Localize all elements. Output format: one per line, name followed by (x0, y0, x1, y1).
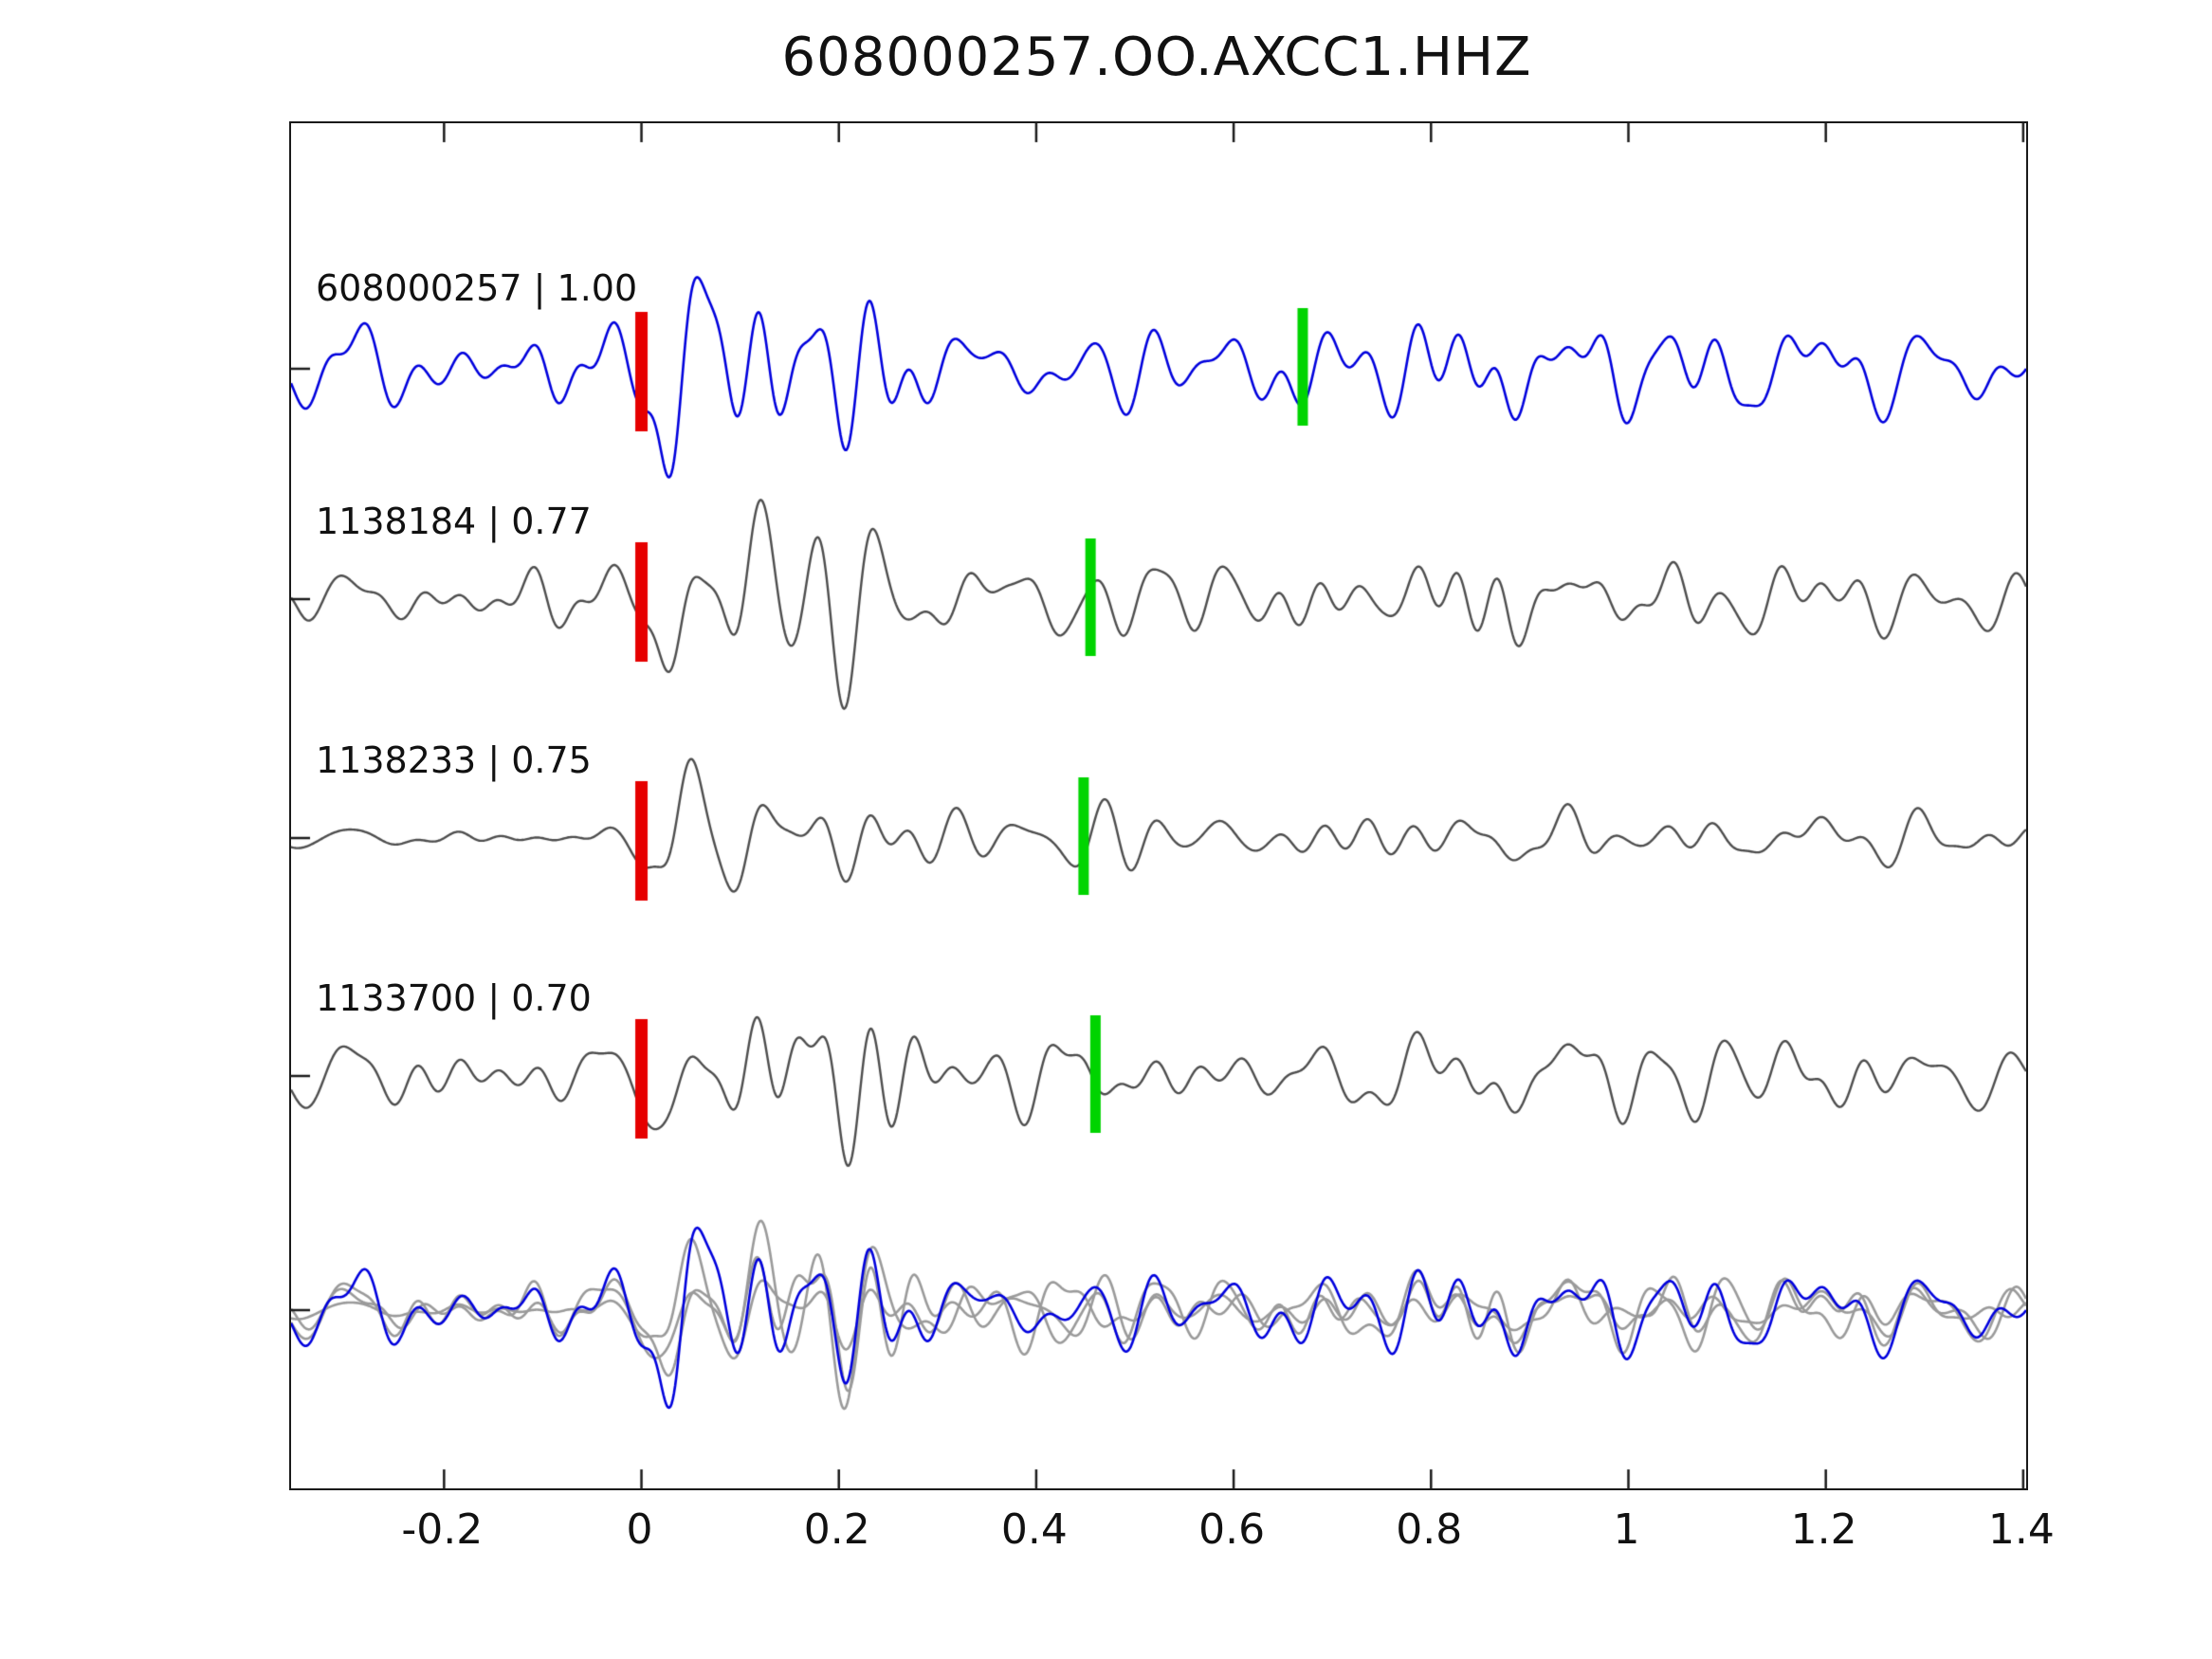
x-tick-label: 1 (1613, 1505, 1640, 1554)
trace-label-1138233: 1138233 | 0.75 (316, 739, 592, 781)
plot-area: 608000257 | 1.00 1138184 | 0.77 1138233 … (289, 121, 2028, 1490)
x-tick-label: 0.4 (1000, 1505, 1068, 1554)
trace-label-1133700: 1133700 | 0.70 (316, 977, 592, 1019)
x-tick-label: 0 (626, 1505, 653, 1554)
x-tick-label: 1.4 (1987, 1505, 2055, 1554)
x-tick-label: 1.2 (1790, 1505, 1857, 1554)
x-tick-label: 0.2 (803, 1505, 870, 1554)
x-tick-label: -0.2 (401, 1505, 484, 1554)
x-tick-label: 0.6 (1198, 1505, 1266, 1554)
trace-label-608000257: 608000257 | 1.00 (316, 267, 638, 309)
x-tick-label: 0.8 (1396, 1505, 1463, 1554)
x-axis: -0.2 0 0.2 0.4 0.6 0.8 1 1.2 1.4 (289, 1505, 2054, 1562)
waveform-canvas (291, 123, 2026, 1488)
figure-title: 608000257.OO.AXCC1.HHZ (781, 27, 1532, 88)
trace-label-1138184: 1138184 | 0.77 (316, 501, 592, 542)
